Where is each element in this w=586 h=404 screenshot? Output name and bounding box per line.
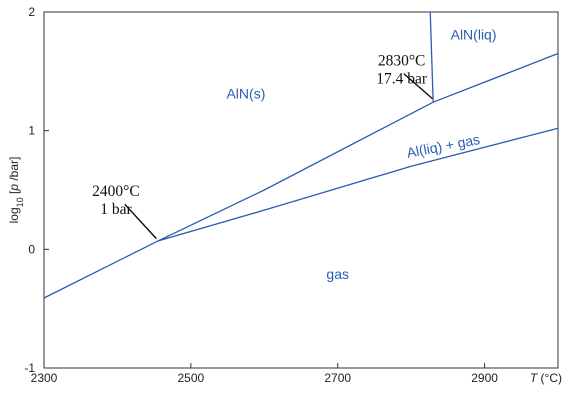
y-tick-label: 2	[28, 5, 35, 19]
annotation-text: 2830°C 17.4 bar	[376, 52, 428, 87]
annotation-line: 2830°C	[378, 52, 426, 69]
annotation-line: 2400°C	[92, 183, 140, 200]
region-label: Al(liq) + gas	[405, 131, 481, 161]
y-tick-label: 1	[28, 124, 35, 138]
annotation-line: 1 bar	[100, 201, 132, 218]
region-label: gas	[326, 266, 349, 282]
plot-frame	[43, 11, 559, 369]
y-tick-label: 0	[28, 242, 35, 256]
region-label: AlN(s)	[226, 86, 265, 102]
phase-boundary-line	[157, 127, 559, 242]
axis-ticks: 2300 2500 2700 2900 -1 0 1 2	[24, 5, 498, 385]
annotations: 2830°C 17.4 bar 2400°C 1 bar	[92, 52, 433, 240]
region-label: AlN(liq)	[451, 26, 497, 42]
phase-boundary-line	[43, 52, 559, 299]
annotation-line: 17.4 bar	[376, 70, 428, 87]
phase-boundary-line	[429, 11, 434, 103]
y-tick-label: -1	[24, 361, 35, 375]
x-tick-label: 2500	[178, 371, 205, 385]
phase-boundaries	[43, 11, 559, 299]
x-tick-label: 2700	[324, 371, 351, 385]
annotation-text: 2400°C 1 bar	[92, 183, 140, 218]
x-axis-label: T (°C)	[530, 371, 562, 385]
annotation-leader	[124, 203, 157, 240]
annotation-leader	[403, 73, 433, 100]
y-axis-label: log10 [p /bar]	[7, 157, 25, 224]
x-tick-label: 2300	[31, 371, 58, 385]
x-tick-label: 2900	[471, 371, 498, 385]
